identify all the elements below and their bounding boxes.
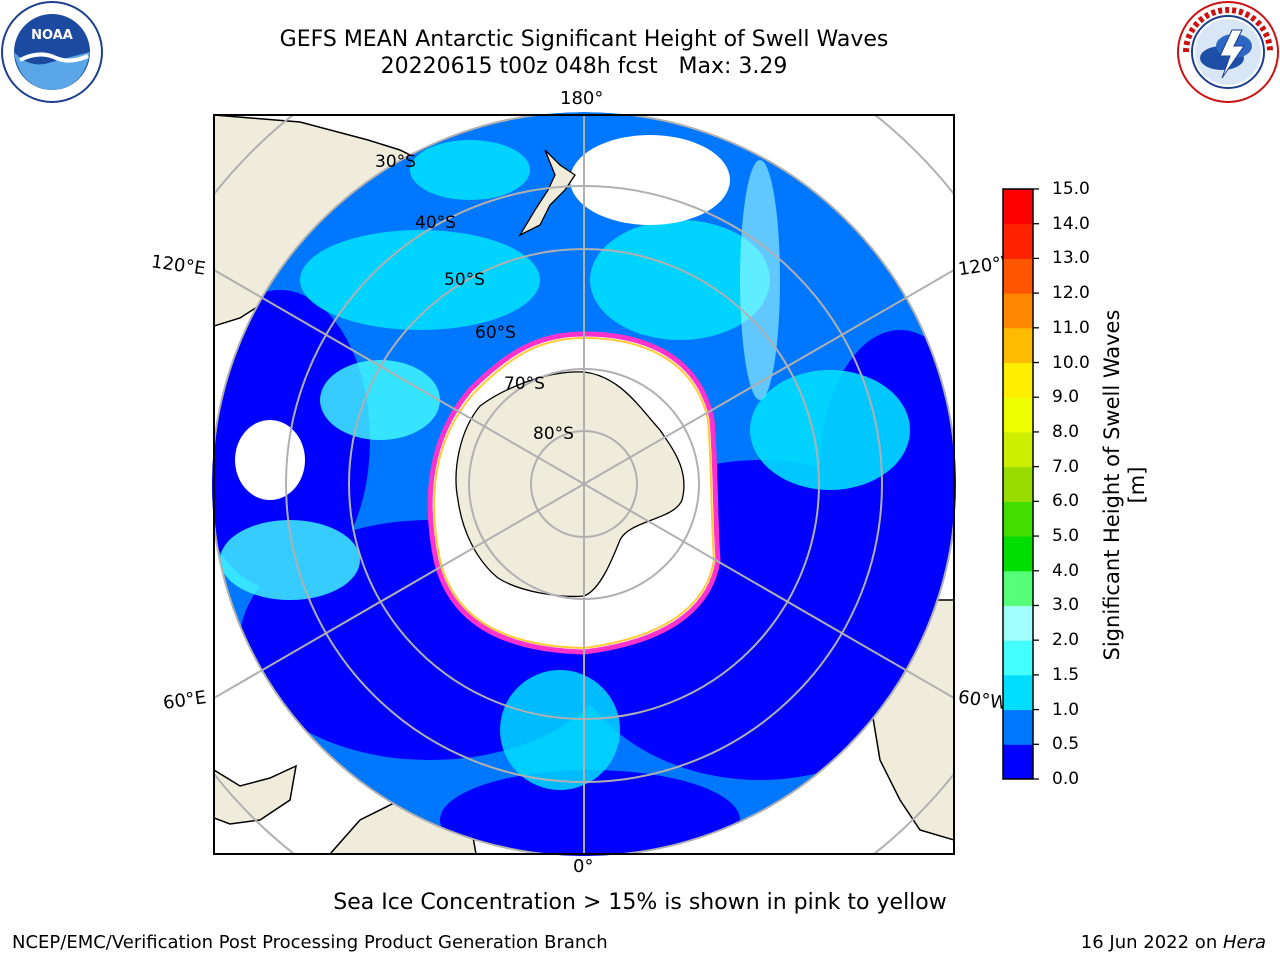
colorbar-swatch — [1003, 674, 1033, 711]
colorbar-swatch — [1003, 362, 1033, 398]
longitude-grid — [213, 115, 955, 854]
colorbar-swatch — [1003, 570, 1033, 606]
colorbar-swatch — [1003, 223, 1033, 259]
lat-label-40s: 40°S — [415, 213, 456, 233]
lon-label-180: 180° — [560, 88, 604, 109]
colorbar-tick-label: 12.0 — [1052, 283, 1090, 304]
noaa-logo: NOAA — [1, 1, 103, 103]
colorbar-swatch — [1003, 189, 1033, 225]
colorbar-tick-label: 11.0 — [1052, 317, 1090, 338]
colorbar-tick-label: 7.0 — [1052, 456, 1080, 477]
footer-host: Hera — [1222, 932, 1266, 953]
colorbar-swatch — [1003, 640, 1033, 676]
footer-date: 16 Jun 2022 on Hera — [1081, 932, 1266, 953]
colorbar-swatch — [1003, 258, 1033, 294]
land-new-zealand — [518, 149, 576, 237]
colorbar-tick-label: 9.0 — [1052, 387, 1080, 408]
colorbar-tick-label: 0.5 — [1052, 734, 1080, 755]
chart-title: GEFS MEAN Antarctic Significant Height o… — [279, 27, 889, 52]
lat-label-50s: 50°S — [444, 270, 485, 290]
colorbar-tick-label: 5.0 — [1052, 526, 1080, 547]
colorbar-tick-label: 4.0 — [1052, 560, 1080, 581]
colorbar-tick-label: 3.0 — [1052, 595, 1080, 616]
lat-label-60s: 60°S — [475, 323, 516, 343]
colorbar-tick-label: 0.0 — [1052, 769, 1080, 789]
land-madagascar — [214, 764, 297, 825]
colorbar-swatch — [1003, 327, 1033, 364]
map-border — [213, 114, 955, 855]
colorbar-swatch — [1003, 293, 1033, 329]
colorbar-tick-label: 13.0 — [1052, 248, 1090, 269]
chart-subtitle: 20220615 t00z 048h fcst Max: 3.29 — [380, 54, 788, 79]
colorbar-tick-label: 1.0 — [1052, 699, 1080, 720]
lon-label-0: 0° — [573, 856, 594, 877]
colorbar-title: Significant Height of Swell Waves [m] — [1100, 309, 1149, 661]
colorbar-tick-label: 8.0 — [1052, 421, 1080, 442]
lat-label-70s: 70°S — [504, 374, 545, 394]
footer-credit: NCEP/EMC/Verification Post Processing Pr… — [12, 932, 608, 953]
colorbar-tick-label: 6.0 — [1052, 491, 1080, 512]
colorbar-tick-label: 10.0 — [1052, 352, 1090, 373]
colorbar-swatch — [1003, 501, 1033, 537]
colorbar-swatch — [1003, 466, 1033, 502]
colorbar-tick-label: 15.0 — [1052, 179, 1090, 199]
colorbar-swatch — [1003, 431, 1033, 468]
colorbar-tick-label: 1.5 — [1052, 664, 1080, 685]
colorbar-swatch — [1003, 709, 1033, 745]
noaa-logo-text: NOAA — [31, 28, 73, 43]
sea-ice-note: Sea Ice Concentration > 15% is shown in … — [333, 890, 947, 915]
colorbar-swatch — [1003, 536, 1033, 572]
colorbar-swatch — [1003, 397, 1033, 433]
colorbar-tick-label: 2.0 — [1052, 630, 1080, 651]
colorbar-swatch — [1003, 605, 1033, 641]
colorbar-swatch — [1003, 744, 1033, 780]
lat-label-80s: 80°S — [533, 424, 574, 444]
colorbar-tick-label: 14.0 — [1052, 213, 1090, 234]
footer-date-text: 16 Jun 2022 on — [1080, 932, 1223, 953]
nws-logo — [1177, 1, 1279, 103]
lat-label-30s: 30°S — [375, 152, 416, 172]
